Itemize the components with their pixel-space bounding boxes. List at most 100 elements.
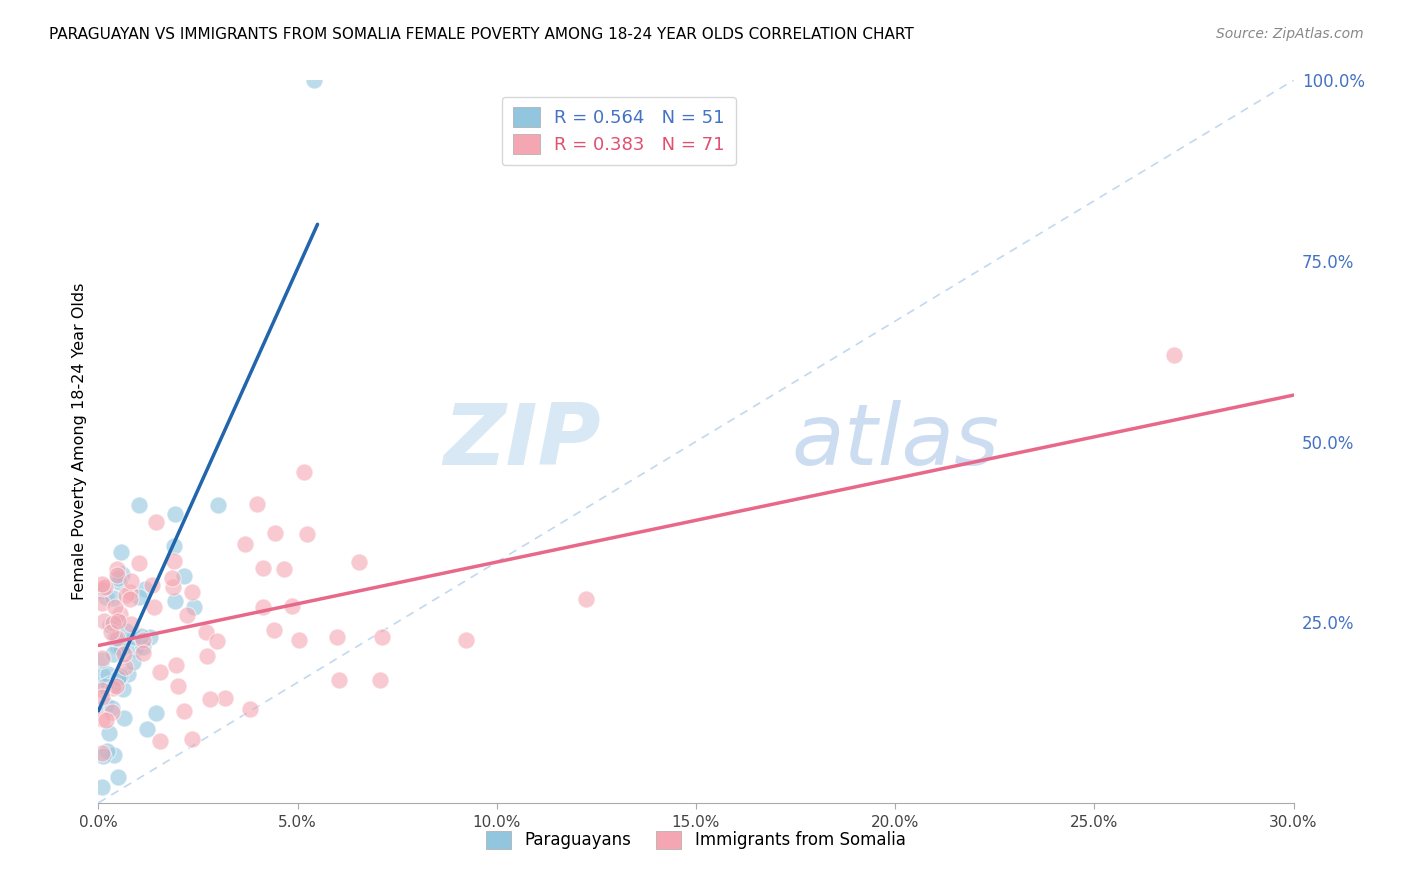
Point [110, 607, 132, 622]
Text: PARAGUAYAN VS IMMIGRANTS FROM SOMALIA FEMALE POVERTY AMONG 18-24 YEAR OLDS CORRE: PARAGUAYAN VS IMMIGRANTS FROM SOMALIA FE… [49, 27, 914, 42]
Point [94, 580, 117, 594]
Point [128, 590, 150, 604]
Point [91, 581, 114, 595]
Point [124, 642, 146, 657]
Point [163, 554, 186, 568]
Point [108, 615, 131, 629]
Point [162, 580, 184, 594]
Point [103, 748, 125, 763]
Point [246, 498, 269, 512]
Point [120, 617, 142, 632]
Point [134, 582, 156, 596]
Point [347, 555, 370, 569]
Point [194, 625, 217, 640]
Point [105, 632, 128, 646]
Point [1163, 348, 1185, 362]
Point [91, 780, 114, 795]
Point [110, 640, 132, 655]
Point [149, 734, 172, 748]
Point [139, 630, 162, 644]
Text: Source: ZipAtlas.com: Source: ZipAtlas.com [1216, 27, 1364, 41]
Point [181, 731, 204, 746]
Point [97, 667, 120, 681]
Point [91, 668, 114, 682]
Point [120, 585, 142, 599]
Point [131, 640, 153, 654]
Point [173, 569, 195, 583]
Point [281, 599, 304, 613]
Point [160, 571, 183, 585]
Point [107, 575, 129, 590]
Point [207, 634, 229, 648]
Point [176, 607, 198, 622]
Text: ZIP: ZIP [443, 400, 600, 483]
Point [167, 679, 190, 693]
Point [112, 711, 135, 725]
Point [101, 681, 124, 695]
Point [114, 660, 136, 674]
Point [292, 466, 315, 480]
Point [328, 673, 350, 687]
Point [370, 630, 392, 644]
Point [107, 615, 129, 629]
Point [132, 647, 155, 661]
Point [91, 690, 114, 705]
Point [128, 556, 150, 570]
Point [98, 677, 121, 691]
Point [115, 588, 138, 602]
Point [107, 770, 129, 784]
Point [456, 633, 478, 648]
Point [112, 681, 135, 696]
Point [142, 600, 165, 615]
Point [252, 561, 274, 575]
Point [91, 746, 114, 760]
Point [302, 73, 325, 87]
Point [120, 574, 142, 589]
Point [163, 539, 186, 553]
Point [287, 632, 309, 647]
Point [195, 649, 218, 664]
Point [135, 722, 157, 736]
Point [112, 647, 135, 661]
Point [114, 624, 136, 639]
Point [105, 562, 128, 576]
Point [101, 677, 124, 691]
Point [252, 600, 274, 615]
Point [131, 629, 153, 643]
Point [110, 545, 132, 559]
Point [101, 615, 124, 630]
Point [163, 594, 186, 608]
Point [118, 592, 141, 607]
Point [145, 515, 167, 529]
Point [368, 673, 391, 687]
Point [101, 701, 124, 715]
Point [108, 668, 131, 682]
Point [207, 499, 229, 513]
Point [128, 498, 150, 512]
Point [91, 749, 114, 764]
Point [575, 592, 598, 607]
Point [104, 631, 127, 645]
Point [103, 600, 125, 615]
Point [91, 653, 114, 667]
Point [91, 650, 114, 665]
Point [264, 526, 287, 541]
Point [295, 527, 318, 541]
Point [132, 633, 155, 648]
Point [214, 691, 236, 706]
Point [91, 713, 114, 727]
Point [148, 665, 170, 679]
Point [94, 590, 117, 604]
Point [198, 692, 221, 706]
Point [263, 623, 285, 637]
Point [180, 584, 202, 599]
Legend: Paraguayans, Immigrants from Somalia: Paraguayans, Immigrants from Somalia [479, 824, 912, 856]
Point [105, 679, 128, 693]
Point [101, 591, 124, 605]
Point [273, 562, 295, 576]
Point [326, 630, 349, 644]
Point [105, 639, 128, 653]
Point [100, 618, 122, 632]
Y-axis label: Female Poverty Among 18-24 Year Olds: Female Poverty Among 18-24 Year Olds [72, 283, 87, 600]
Point [101, 705, 124, 719]
